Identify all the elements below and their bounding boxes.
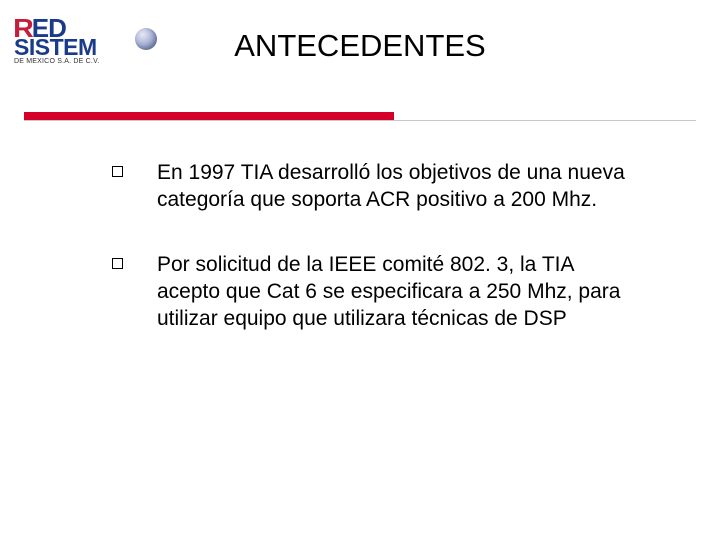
bullet-marker-icon <box>112 258 123 269</box>
content-area: En 1997 TIA desarrolló los objetivos de … <box>112 160 630 370</box>
bullet-text: En 1997 TIA desarrolló los objetivos de … <box>157 160 630 214</box>
title-divider <box>24 112 696 122</box>
bullet-marker-icon <box>112 166 123 177</box>
bullet-text: Por solicitud de la IEEE comité 802. 3, … <box>157 252 630 333</box>
slide-title: ANTECEDENTES <box>0 28 720 64</box>
bullet-item: Por solicitud de la IEEE comité 802. 3, … <box>112 252 630 333</box>
bullet-item: En 1997 TIA desarrolló los objetivos de … <box>112 160 630 214</box>
divider-gray-line <box>24 120 696 121</box>
